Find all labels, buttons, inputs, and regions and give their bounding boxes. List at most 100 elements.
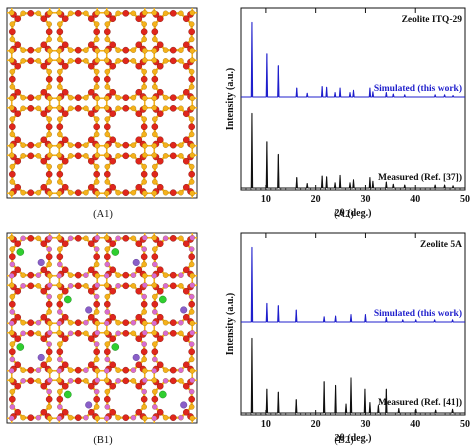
- silicon-atom: [57, 212, 62, 217]
- oxygen-atom: [205, 288, 211, 294]
- silicon-atom: [104, 36, 111, 43]
- silicon-atom: [151, 57, 157, 64]
- silicon-atom: [226, 190, 231, 195]
- oxygen-atom: [0, 11, 4, 17]
- silicon-atom: [8, 329, 15, 336]
- silicon-atom: [142, 212, 147, 217]
- oxygen-atom: [14, 408, 22, 416]
- aluminum-atom: [35, 272, 42, 278]
- oxygen-atom: [61, 62, 69, 70]
- aluminum-atom: [83, 414, 89, 421]
- silicon-atom: [8, 9, 15, 16]
- silicon-atom: [83, 47, 89, 53]
- silicon-atom: [211, 415, 216, 420]
- oxygen-atom: [156, 41, 164, 49]
- aluminum-atom: [94, 329, 101, 336]
- silicon-atom: [152, 425, 157, 430]
- silicon-atom: [20, 10, 26, 17]
- oxygen-atom: [151, 253, 159, 261]
- silicon-atom: [20, 58, 26, 64]
- oxygen-atom: [231, 137, 237, 143]
- oxygen-atom: [40, 110, 48, 118]
- silicon-atom: [57, 1, 62, 6]
- silicon-atom: [162, 58, 169, 64]
- aluminum-atom: [0, 247, 4, 252]
- oxygen-atom: [182, 287, 190, 295]
- silicon-atom: [200, 212, 205, 217]
- silicon-atom: [141, 105, 148, 111]
- oxygen-atom: [61, 266, 69, 274]
- oxygen-atom: [218, 235, 224, 241]
- silicon-atom: [141, 9, 148, 16]
- aluminum-atom: [0, 199, 4, 204]
- silicon-atom: [152, 116, 158, 122]
- silicon-atom: [199, 425, 204, 430]
- oxygen-atom: [45, 0, 51, 5]
- silicon-atom: [199, 378, 204, 383]
- oxygen-atom: [27, 152, 35, 160]
- oxygen-atom: [169, 57, 177, 65]
- silicon-atom: [226, 426, 231, 431]
- silicon-atom: [47, 226, 52, 231]
- silicon-atom: [56, 95, 63, 102]
- oxygen-atom: [156, 15, 164, 23]
- silicon-atom: [104, 329, 110, 336]
- oxygen-atom: [9, 253, 16, 261]
- aluminum-atom: [9, 404, 16, 410]
- oxygen-atom: [92, 223, 98, 229]
- silicon-atom: [188, 68, 195, 75]
- chart-b2-xrd-pattern: 10 20 30 40 50 2θ (deg.) Intensity (a.u.) Zeoli…: [225, 232, 470, 444]
- oxygen-atom: [205, 241, 211, 247]
- oxygen-atom: [9, 444, 15, 447]
- oxygen-atom: [87, 287, 95, 295]
- silicon-atom: [47, 190, 53, 196]
- caption-a2: (A2): [334, 209, 354, 220]
- silicon-atom: [9, 68, 16, 75]
- oxygen-atom: [169, 330, 177, 337]
- silicon-atom: [115, 414, 121, 421]
- silicon-atom: [47, 1, 52, 6]
- oxygen-atom: [61, 361, 69, 369]
- silicon-atom: [178, 10, 184, 17]
- oxygen-atom: [200, 0, 206, 5]
- caption-b2: (B2): [334, 435, 354, 446]
- aluminum-atom: [104, 404, 111, 410]
- oxygen-atom: [156, 335, 164, 343]
- silicon-atom: [211, 58, 216, 63]
- silicon-atom: [57, 163, 63, 170]
- oxygen-atom: [74, 377, 82, 385]
- oxygen-atom: [140, 28, 148, 36]
- silicon-atom: [162, 367, 169, 373]
- silicon-atom: [188, 36, 195, 43]
- aluminum-atom: [9, 261, 16, 268]
- silicon-atom: [57, 388, 63, 395]
- silicon-atom: [199, 105, 204, 110]
- oxygen-atom: [93, 300, 100, 308]
- sodium-ion: [37, 258, 45, 266]
- oxygen-atom: [135, 361, 143, 369]
- oxygen-atom: [87, 157, 95, 165]
- oxygen-atom: [218, 58, 224, 64]
- silicon-atom: [226, 0, 231, 5]
- oxygen-atom: [236, 444, 242, 447]
- oxygen-atom: [123, 225, 129, 231]
- oxygen-atom: [74, 141, 82, 149]
- oxygen-atom: [87, 382, 95, 390]
- oxygen-atom: [169, 366, 177, 374]
- silicon-atom: [8, 234, 15, 241]
- silicon-atom: [67, 367, 74, 373]
- oxygen-atom: [182, 382, 190, 390]
- oxygen-atom: [199, 396, 205, 402]
- silicon-atom: [67, 272, 74, 278]
- aluminum-atom: [237, 437, 242, 442]
- silicon-atom: [151, 152, 157, 158]
- silicon-atom: [141, 309, 147, 315]
- silicon-atom: [47, 105, 53, 111]
- oxygen-atom: [122, 94, 130, 101]
- silicon-atom: [21, 201, 26, 206]
- silicon-atom: [162, 94, 169, 101]
- silicon-atom: [199, 153, 204, 158]
- silicon-atom: [35, 283, 42, 289]
- silicon-atom: [130, 283, 137, 289]
- oxygen-atom: [140, 253, 148, 261]
